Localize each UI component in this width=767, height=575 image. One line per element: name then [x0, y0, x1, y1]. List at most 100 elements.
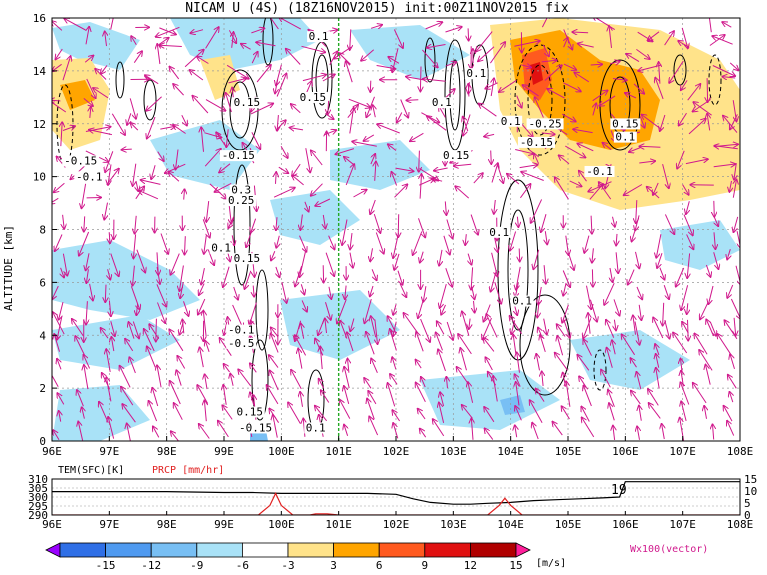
ts-right-tick-label: 0	[744, 509, 751, 522]
ts-right-tick-label: 15	[744, 473, 757, 486]
wind-vector	[561, 113, 576, 121]
wind-vector	[713, 215, 718, 226]
wind-vector	[454, 164, 472, 166]
wind-vector	[93, 88, 109, 99]
wind-vector	[300, 214, 302, 230]
wind-vector	[681, 285, 689, 310]
chart-title: NICAM U (4S) (18Z16NOV2015) init:00Z11NO…	[185, 1, 569, 16]
wind-vector	[52, 368, 59, 387]
wind-vector	[56, 48, 63, 59]
wind-vector	[146, 96, 162, 111]
wind-vector	[395, 168, 414, 171]
wind-vector	[479, 104, 497, 117]
wind-vector	[541, 18, 549, 28]
contour-label-bg	[62, 155, 100, 167]
contour-label: -0.15	[64, 154, 97, 167]
wind-vector	[469, 318, 470, 329]
colorbar-segment	[105, 542, 152, 558]
wind-vector	[273, 415, 278, 438]
wind-vector	[700, 302, 709, 320]
wind-vector	[676, 267, 685, 287]
wind-vector	[130, 286, 139, 309]
wind-vector	[635, 251, 640, 268]
wind-vector	[347, 332, 354, 352]
wind-vector	[519, 184, 530, 199]
contour-label: -0.1	[228, 324, 255, 337]
wind-vector	[573, 129, 593, 134]
y-tick-label: 16	[33, 12, 46, 25]
wind-vector	[241, 44, 251, 50]
ts-annotation: 19	[611, 483, 627, 498]
wind-vector	[648, 31, 660, 41]
wind-vector	[83, 98, 93, 106]
wind-vector	[346, 62, 353, 83]
wind-vector	[540, 335, 546, 353]
wind-vector	[301, 284, 304, 294]
wind-vector	[420, 318, 430, 342]
wind-vector	[340, 400, 351, 419]
wind-vector	[713, 252, 719, 269]
wind-vector	[601, 370, 611, 388]
wind-vector	[329, 286, 331, 299]
wind-vector	[436, 333, 443, 351]
wind-vector	[656, 354, 659, 368]
wind-vector	[421, 377, 426, 388]
wind-vector	[562, 304, 569, 323]
wind-vector	[270, 371, 279, 391]
colorbar-segment	[333, 542, 380, 558]
wind-vector	[59, 301, 64, 320]
wind-vector	[238, 370, 252, 387]
wind-vector	[553, 422, 563, 436]
wind-vector	[484, 134, 495, 136]
wind-vector	[603, 143, 612, 150]
wind-vector	[446, 321, 453, 340]
wind-vector	[393, 423, 399, 439]
wind-vector	[157, 151, 164, 161]
wind-vector	[79, 231, 90, 256]
contour-label-bg	[499, 115, 523, 127]
wind-vector	[632, 231, 635, 241]
wind-vector	[176, 370, 182, 386]
wind-vector	[151, 165, 156, 179]
wind-vector	[62, 253, 67, 276]
wind-vector	[445, 27, 462, 33]
wind-vector	[730, 298, 740, 319]
wind-vector	[681, 382, 690, 405]
wind-vector	[706, 365, 711, 385]
contour-label-bg	[219, 150, 257, 162]
wind-vector	[589, 299, 597, 322]
contour-label-bg	[229, 184, 253, 196]
contour-label: 0.1	[501, 115, 521, 128]
wind-vector	[432, 179, 443, 182]
contour-label-bg	[226, 324, 257, 336]
wind-vector	[462, 312, 470, 336]
wind-vector	[77, 390, 84, 407]
wind-vector	[388, 57, 400, 64]
wind-vector	[202, 219, 210, 237]
wind-vector	[224, 321, 227, 335]
wind-vector	[160, 233, 168, 254]
wind-vector	[730, 114, 738, 129]
wind-vector	[507, 174, 520, 185]
wind-vector	[491, 269, 497, 292]
wind-vector	[200, 347, 204, 368]
wind-vector	[683, 214, 693, 236]
wind-vector	[566, 381, 571, 407]
wind-vector	[54, 182, 65, 192]
wind-vector	[542, 44, 549, 56]
wind-vector	[199, 424, 210, 439]
wind-vector	[388, 144, 397, 151]
wind-vector	[516, 266, 521, 290]
wind-vector	[394, 184, 408, 198]
wind-vector	[484, 407, 495, 423]
ts-left-tick-label: 295	[28, 500, 48, 513]
colorbar-tick-label: -9	[190, 559, 203, 572]
wind-vector	[445, 268, 453, 287]
wind-vector	[203, 311, 206, 337]
wind-vector	[687, 303, 688, 314]
wind-vector	[446, 219, 453, 239]
wind-vector	[63, 214, 65, 229]
wind-vector	[707, 114, 710, 131]
wind-vector	[616, 233, 617, 246]
wind-vector	[157, 302, 166, 324]
